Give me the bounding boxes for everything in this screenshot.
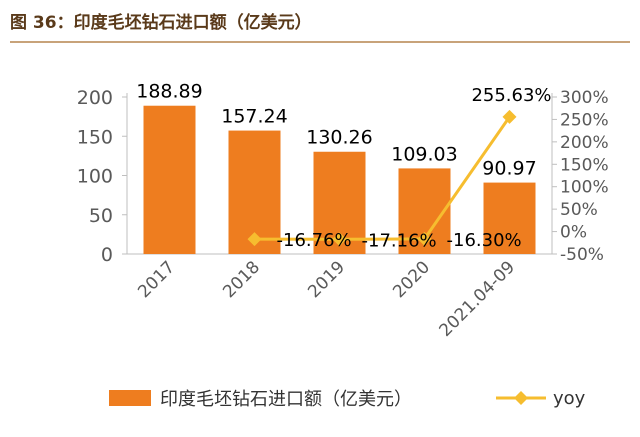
- y-right-tick-label: 100%: [560, 178, 609, 198]
- yoy-marker: [332, 232, 347, 247]
- y-left-tick-label: 100: [77, 166, 113, 188]
- y-left-tick-label: 0: [101, 244, 113, 266]
- x-tick-label: 2018: [219, 257, 264, 302]
- y-right-tick-label: -50%: [560, 245, 604, 265]
- y-left-tick-label: 200: [77, 87, 113, 109]
- title-divider: [10, 41, 630, 43]
- yoy-line: [254, 116, 511, 241]
- y-right-tick-label: 50%: [560, 200, 598, 220]
- bar-value-label: 109.03: [391, 143, 457, 165]
- legend-line-marker: [514, 391, 528, 405]
- bar-value-label: 90.97: [482, 158, 536, 180]
- yoy-value-label: -16.76%: [277, 230, 352, 251]
- chart-title: 图 36：印度毛坯钻石进口额（亿美元）: [10, 13, 312, 33]
- x-tick-label: 2019: [304, 257, 349, 302]
- bar-value-label: 188.89: [136, 81, 202, 103]
- x-tick-label: 2021.04-09: [436, 257, 519, 340]
- y-right-tick-label: 0%: [560, 223, 587, 243]
- x-tick-label: 2020: [389, 257, 434, 302]
- legend-bar-swatch: [109, 390, 151, 406]
- legend-line-label: yoy: [553, 388, 586, 409]
- yoy-marker: [502, 109, 517, 124]
- yoy-value-label: -16.30%: [447, 230, 522, 251]
- y-left-tick-label: 50: [89, 205, 113, 227]
- x-tick-label: 2017: [134, 257, 179, 302]
- bar: [143, 105, 196, 255]
- yoy-marker: [247, 232, 262, 247]
- yoy-value-label: -17.16%: [362, 230, 437, 251]
- yoy-marker: [417, 231, 432, 246]
- bar: [483, 182, 536, 254]
- yoy-value-label: 255.63%: [471, 85, 551, 106]
- y-left-tick-label: 150: [77, 126, 113, 148]
- y-right-tick-label: 200%: [560, 133, 609, 153]
- legend-bar-label: 印度毛坯钻石进口额（亿美元）: [160, 389, 412, 410]
- bar-value-label: 130.26: [306, 127, 372, 149]
- bar-value-label: 157.24: [221, 106, 287, 128]
- y-right-tick-label: 250%: [560, 110, 609, 130]
- y-right-tick-label: 300%: [560, 88, 609, 108]
- y-right-tick-label: 150%: [560, 155, 609, 175]
